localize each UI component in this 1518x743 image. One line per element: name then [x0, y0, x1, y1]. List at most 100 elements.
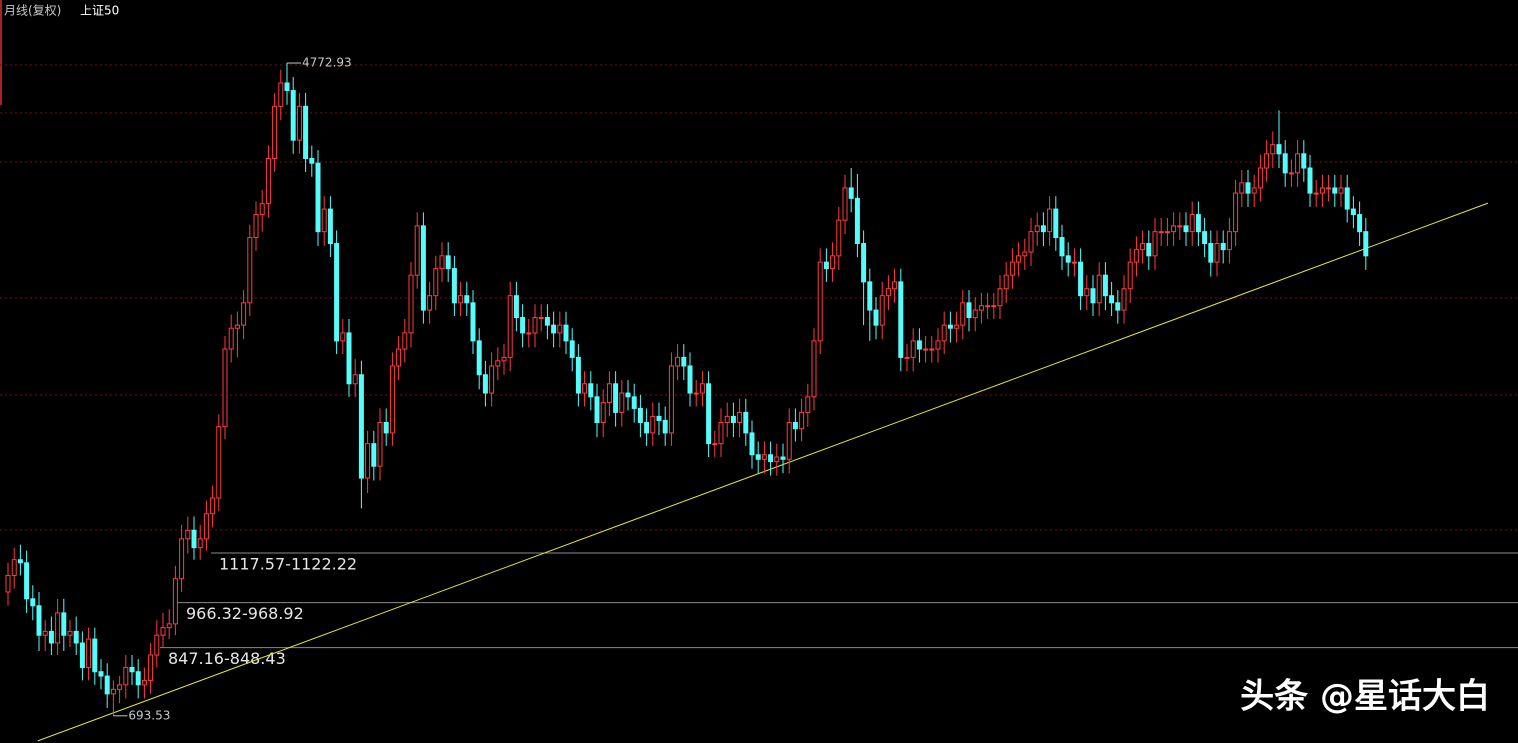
candle-body	[1344, 187, 1350, 210]
candle-body	[650, 415, 656, 434]
min-label: 693.53	[128, 708, 170, 722]
candle-body	[482, 374, 488, 394]
candle-body	[228, 327, 234, 350]
candle-body	[619, 392, 625, 413]
candle-body	[1326, 187, 1332, 190]
candle-body	[61, 612, 67, 636]
candle-body	[1239, 182, 1245, 194]
candle-body	[594, 396, 600, 423]
candle-body	[36, 605, 42, 636]
candle-body	[1040, 225, 1046, 233]
candle-body	[55, 612, 61, 644]
candle-body	[526, 332, 532, 335]
candle-body	[966, 302, 972, 319]
candle-body	[538, 317, 544, 320]
candle-body	[433, 268, 439, 297]
candle-body	[507, 295, 513, 358]
candle-body	[451, 268, 457, 304]
candle-body	[495, 360, 501, 367]
candle-body	[24, 562, 30, 600]
candle-body	[1127, 261, 1133, 290]
candle-body	[1171, 225, 1177, 233]
candle-body	[265, 157, 271, 205]
candle-body	[197, 538, 203, 549]
candle-body	[1053, 208, 1059, 239]
candle-body	[185, 529, 191, 540]
candle-body	[303, 105, 309, 159]
candle-body	[637, 407, 643, 423]
candle-body	[693, 392, 699, 395]
candle-body	[1034, 225, 1040, 233]
candle-body	[86, 638, 92, 668]
candle-body	[48, 630, 54, 644]
candle-body	[42, 630, 48, 636]
candle-body	[30, 598, 36, 607]
candle-body	[892, 281, 898, 290]
candle-body	[1251, 187, 1257, 194]
candle-body	[792, 421, 798, 430]
candle-body	[315, 162, 321, 233]
candle-body	[1158, 231, 1164, 234]
candle-body	[830, 255, 836, 270]
candle-body	[1288, 172, 1294, 175]
candle-body	[340, 332, 346, 342]
candle-body	[1220, 243, 1226, 251]
candle-body	[1084, 288, 1090, 297]
candle-body	[941, 324, 947, 342]
candle-body	[1146, 243, 1152, 257]
candle-body	[699, 383, 705, 394]
candle-body	[17, 559, 23, 564]
candle-body	[1319, 187, 1325, 194]
candle-body	[923, 348, 929, 351]
candle-body	[420, 225, 426, 311]
candle-body	[867, 281, 873, 311]
candle-body	[358, 374, 364, 479]
candle-body	[656, 415, 662, 421]
candle-body	[464, 295, 470, 304]
candle-body	[1350, 208, 1356, 216]
candle-body	[1357, 214, 1363, 233]
candle-body	[383, 421, 389, 434]
candle-body	[290, 90, 296, 141]
candle-body	[972, 309, 978, 319]
candle-body	[854, 197, 860, 245]
candle-body	[551, 324, 557, 334]
candle-body	[5, 574, 11, 593]
candle-body	[1257, 167, 1263, 189]
candle-body	[234, 324, 240, 329]
candle-body	[755, 454, 761, 460]
candle-body	[98, 671, 104, 677]
candle-body	[1313, 192, 1319, 195]
candle-body	[1195, 214, 1201, 233]
candle-body	[321, 208, 327, 233]
candle-body	[1090, 288, 1096, 304]
candle-body	[811, 340, 817, 398]
candle-body	[1202, 231, 1208, 245]
candle-body	[935, 340, 941, 350]
candle-body	[408, 274, 414, 334]
candle-body	[1115, 302, 1121, 311]
chart-title: 月线(复权)	[4, 4, 61, 18]
candle-body	[203, 513, 209, 540]
candle-body	[389, 365, 395, 434]
candle-body	[458, 295, 464, 304]
candle-body	[1121, 288, 1127, 311]
candle-body	[253, 214, 259, 239]
candle-body	[1028, 231, 1034, 253]
candle-body	[352, 374, 358, 385]
candle-body	[1078, 261, 1084, 297]
candle-body	[631, 396, 637, 409]
chart-subtitle: 上证50	[80, 4, 119, 18]
candle-body	[210, 497, 216, 515]
candle-body	[842, 187, 848, 221]
candle-body	[11, 559, 17, 576]
candle-body	[402, 332, 408, 350]
candle-body	[712, 443, 718, 446]
candle-body	[1264, 153, 1270, 169]
candle-body	[439, 255, 445, 270]
candle-body	[1301, 153, 1307, 169]
candle-body	[780, 456, 786, 460]
candle-body	[1140, 243, 1146, 251]
candle-body	[1133, 249, 1139, 263]
candle-body	[799, 411, 805, 430]
